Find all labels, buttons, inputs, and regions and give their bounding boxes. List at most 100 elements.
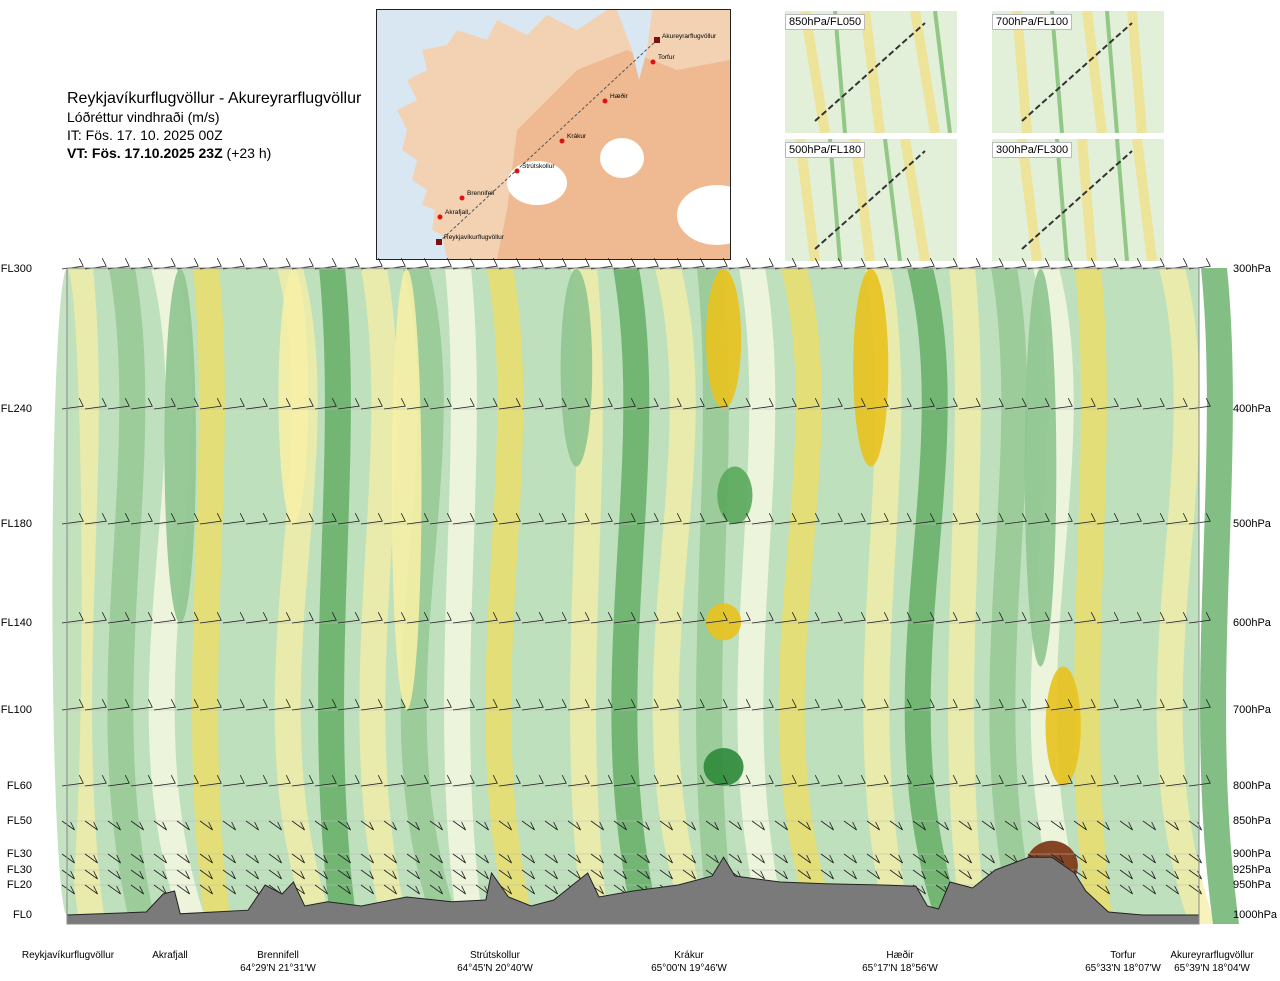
wind-barb	[314, 611, 337, 624]
station-coord: 65°33'N 18°07'W	[1085, 963, 1161, 974]
wind-barb	[130, 512, 153, 525]
field-band	[1074, 268, 1113, 924]
wind-barb	[61, 257, 84, 270]
wind-barb	[498, 853, 512, 864]
wind-barb	[866, 397, 889, 410]
mini-map-850[interactable]: 850hPa/FL050	[785, 11, 957, 133]
field-cell	[560, 269, 593, 467]
wind-barb	[728, 397, 751, 410]
field-band	[1030, 268, 1089, 924]
mini-map-700[interactable]: 700hPa/FL100	[992, 11, 1164, 133]
wind-barb	[820, 820, 834, 831]
wind-barb	[475, 820, 489, 831]
wind-barb	[268, 257, 291, 270]
wind-barb	[291, 853, 305, 864]
wind-barb	[383, 397, 406, 410]
wind-barb	[613, 869, 627, 880]
wind-barb	[337, 884, 351, 895]
wind-barb	[889, 257, 912, 270]
wind-barb	[452, 869, 466, 880]
wind-barb	[61, 698, 84, 711]
lead-time: (+23 h)	[226, 145, 272, 161]
wind-barb	[222, 884, 236, 895]
wind-barb	[475, 774, 498, 787]
wind-barb	[383, 869, 397, 880]
station-map-label: Akrafjall	[445, 209, 469, 216]
field-band	[652, 268, 711, 924]
wind-barb	[820, 698, 843, 711]
wind-barb	[636, 512, 659, 525]
wind-barb	[452, 611, 475, 624]
wind-barb	[1165, 397, 1188, 410]
wind-barb	[521, 698, 544, 711]
wind-barb	[659, 820, 673, 831]
mini-map-label: 500hPa/FL180	[785, 142, 866, 158]
wind-barb	[245, 698, 268, 711]
station-marker	[436, 239, 442, 245]
wind-barb	[521, 257, 544, 270]
wind-barb	[130, 853, 144, 864]
wind-barb	[659, 869, 673, 880]
wind-barb	[1073, 698, 1096, 711]
wind-barb	[199, 869, 213, 880]
field-cell	[164, 269, 196, 623]
wind-barb	[475, 853, 489, 864]
station-label: Hæðir 65°17'N 18°56'W	[850, 950, 950, 974]
mini-map-500[interactable]: 500hPa/FL180	[785, 139, 957, 261]
wind-barb	[1119, 853, 1133, 864]
station-coord: 64°45'N 20°40'W	[457, 963, 533, 974]
wind-barb	[84, 698, 107, 711]
station-map-label: Reykjavíkurflugvöllur	[444, 234, 505, 241]
station-label: Brennifell 64°29'N 21°31'W	[228, 950, 328, 974]
field-cell	[391, 269, 422, 710]
wind-barb	[199, 611, 222, 624]
wind-barb	[222, 820, 236, 831]
wind-barb	[774, 397, 797, 410]
wind-barb	[337, 397, 360, 410]
wind-barb	[360, 884, 374, 895]
wind-barb	[590, 611, 613, 624]
wind-barb	[843, 853, 857, 864]
wind-barb	[1142, 869, 1156, 880]
flight-level-label: FL20	[6, 879, 32, 891]
wind-barb	[1119, 698, 1142, 711]
wind-barb	[245, 512, 268, 525]
wind-barb	[613, 257, 636, 270]
wind-barb	[268, 512, 291, 525]
wind-barb	[153, 774, 176, 787]
wind-barb	[222, 869, 236, 880]
wind-barb	[222, 611, 245, 624]
field-cell	[853, 269, 889, 467]
wind-barb	[84, 853, 98, 864]
wind-barb	[544, 884, 558, 895]
wind-barb	[452, 257, 475, 270]
wind-barb	[1119, 257, 1142, 270]
wind-barb	[912, 774, 935, 787]
wind-barb	[130, 820, 144, 831]
wind-barb	[429, 611, 452, 624]
wind-barb	[452, 698, 475, 711]
station-name: Torfur	[1110, 950, 1136, 961]
station-label: Akrafjall	[120, 950, 220, 961]
wind-barb	[705, 774, 728, 787]
fjord-shape	[617, 10, 652, 80]
wind-barb	[866, 698, 889, 711]
wind-barb	[452, 820, 466, 831]
wind-barb	[797, 774, 820, 787]
mini-map-300[interactable]: 300hPa/FL300	[992, 139, 1164, 261]
field-band	[400, 268, 459, 924]
wind-barb	[1142, 512, 1165, 525]
field-band	[1156, 268, 1215, 924]
field-band	[904, 268, 963, 924]
wind-barb	[61, 869, 75, 880]
wind-barb	[682, 257, 705, 270]
wind-barb	[498, 257, 521, 270]
mini-map-300-svg	[992, 139, 1164, 261]
wind-barb	[429, 397, 452, 410]
wind-barb	[1188, 257, 1211, 270]
station-label: Strútskollur 64°45'N 20°40'W	[445, 950, 545, 974]
wind-barb	[1096, 869, 1110, 880]
wind-barb	[935, 397, 958, 410]
wind-barb	[958, 853, 972, 864]
wind-barb	[1142, 774, 1165, 787]
